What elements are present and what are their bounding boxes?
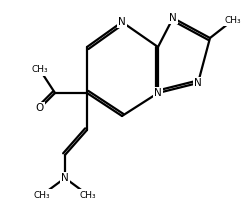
Text: O: O [36,103,44,113]
Text: CH₃: CH₃ [34,190,50,199]
Text: CH₃: CH₃ [80,190,96,199]
Text: N: N [154,88,162,98]
Text: N: N [118,17,126,27]
Text: N: N [61,173,69,183]
Text: N: N [169,13,177,23]
Text: CH₃: CH₃ [32,65,48,74]
Text: N: N [194,78,202,88]
Text: CH₃: CH₃ [225,15,241,24]
